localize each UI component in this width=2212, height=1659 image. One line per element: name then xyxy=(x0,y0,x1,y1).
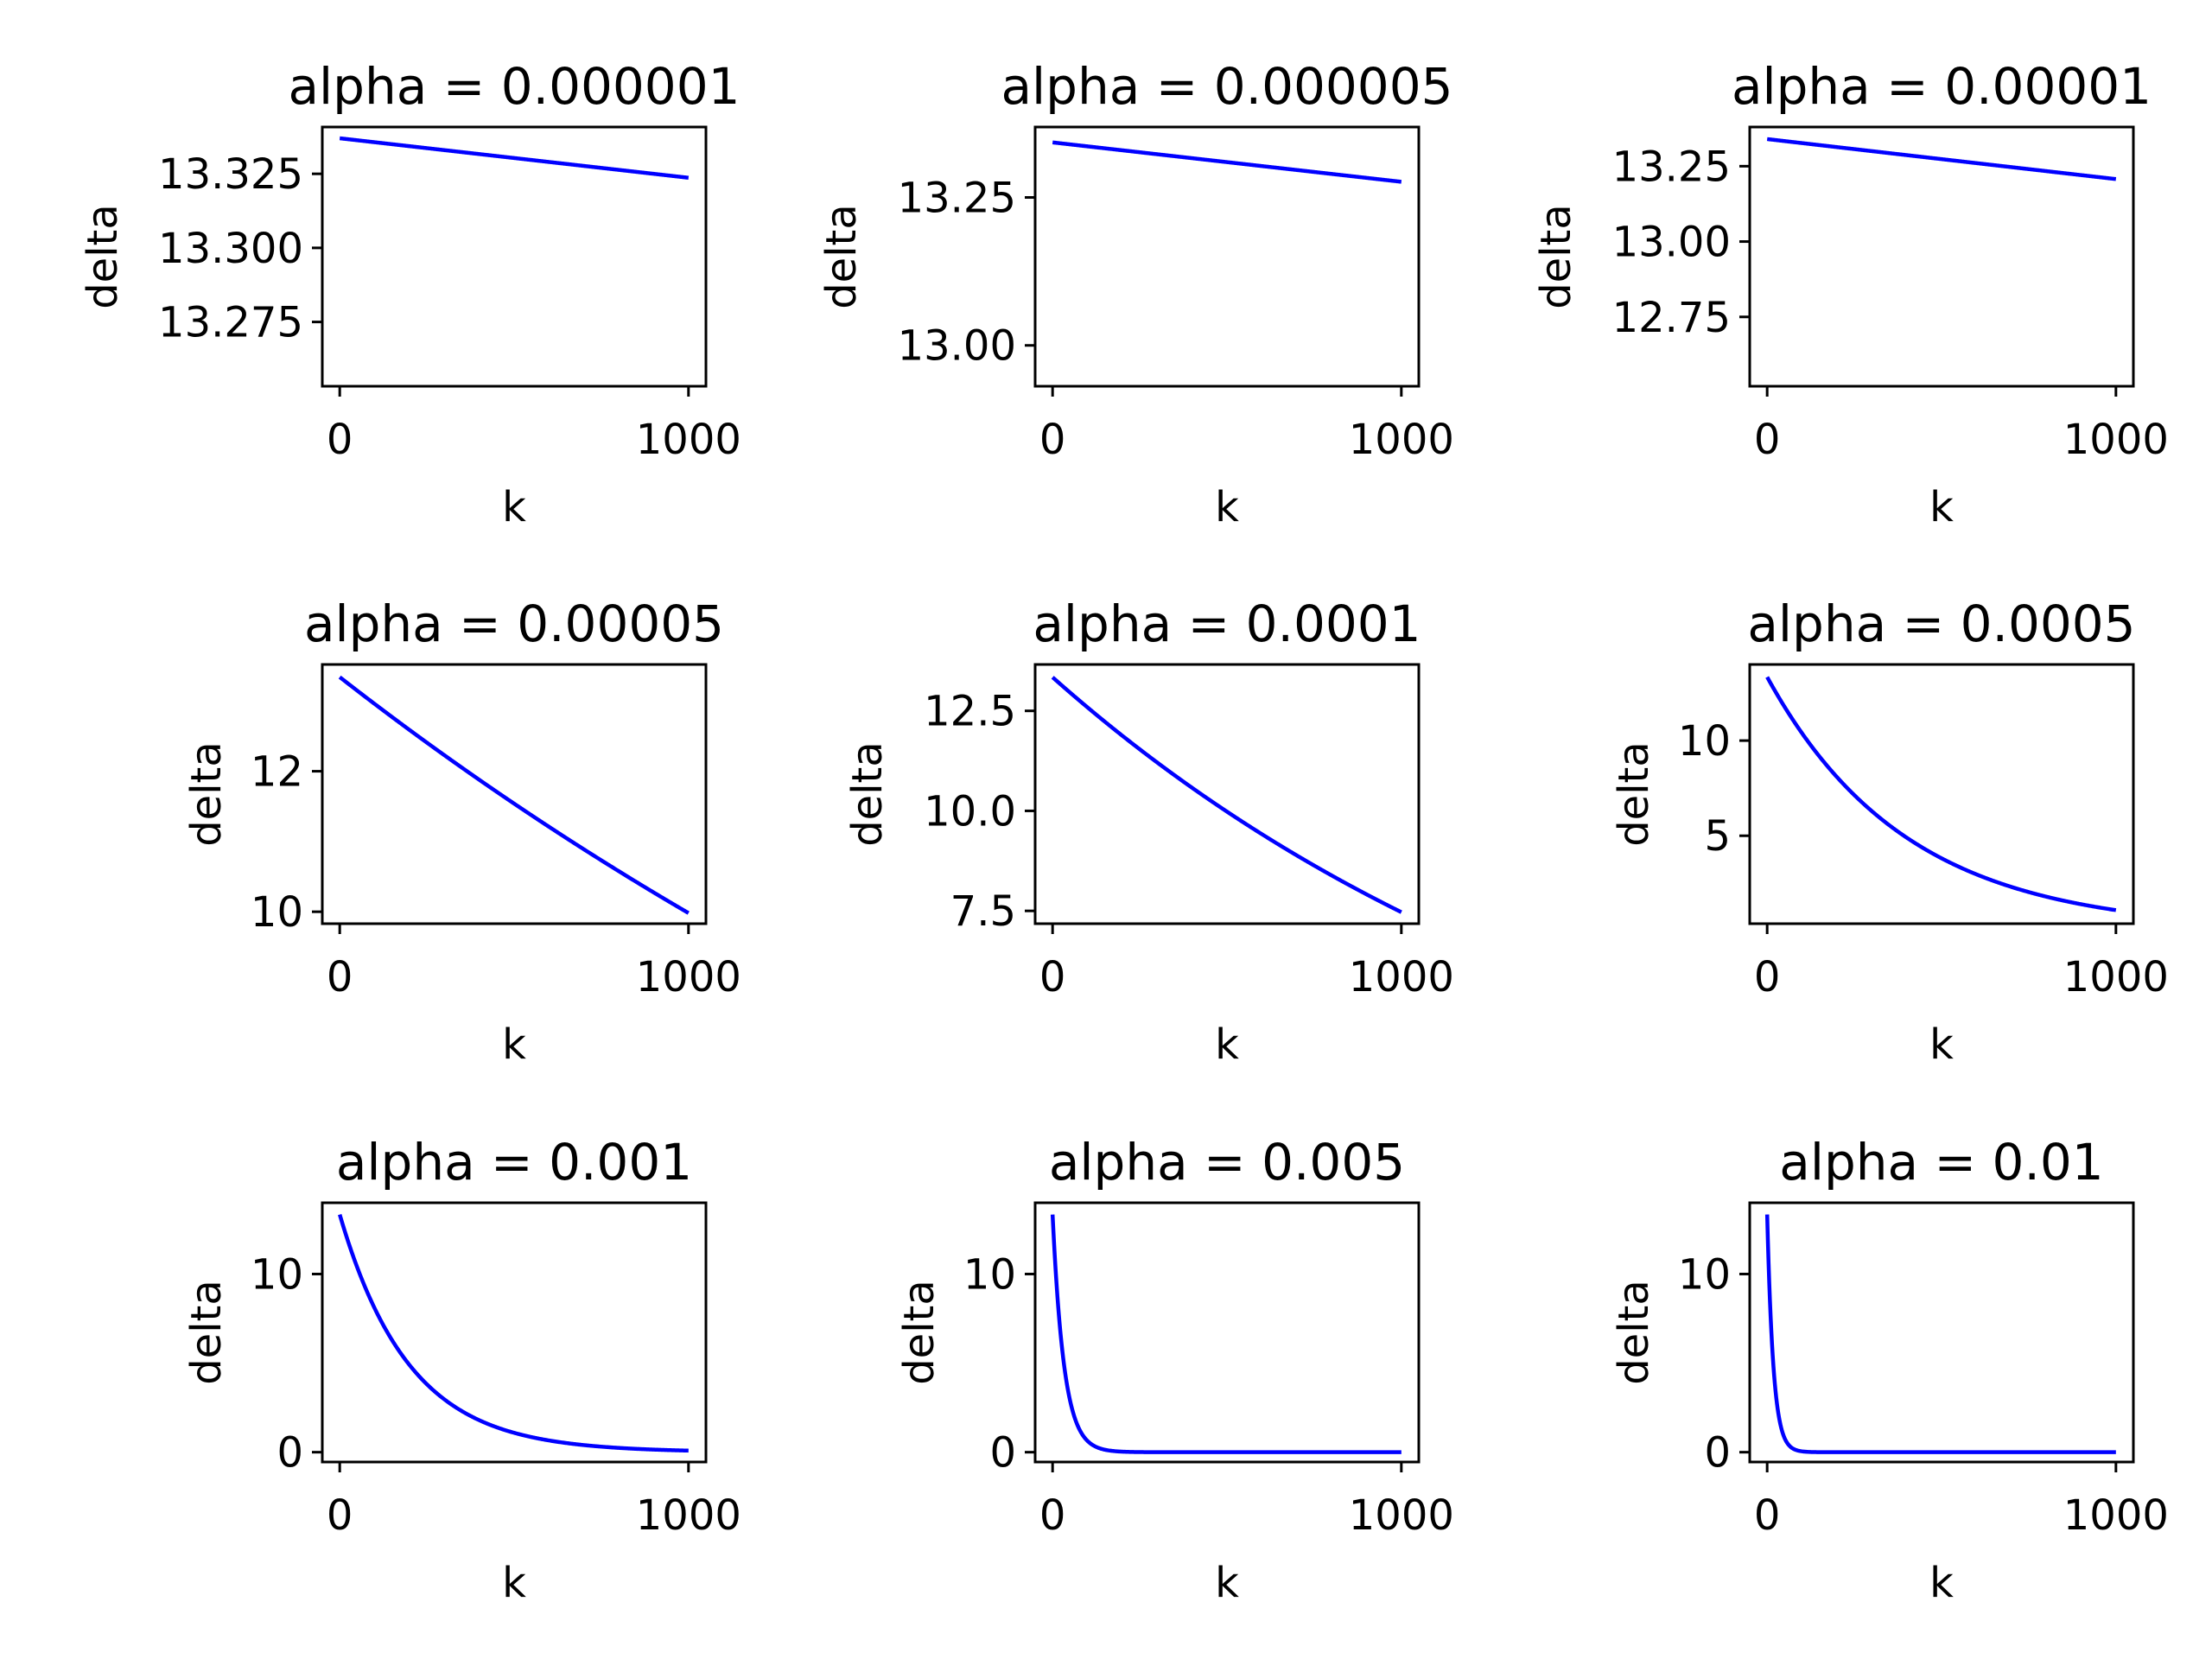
x-tick-label: 1000 xyxy=(2063,953,2169,1001)
x-tick-label: 1000 xyxy=(1349,416,1454,464)
plot-frame xyxy=(321,125,708,388)
chart-title: alpha = 0.001 xyxy=(336,1133,692,1192)
series-line xyxy=(1050,1214,1403,1454)
y-tick-label: 13.275 xyxy=(158,299,303,347)
chart-panel: 0 1000 13.00 13.25 alpha = 0.000005 k delta xyxy=(817,57,1454,531)
chart-panel: 0 1000 0 10 alpha = 0.001 k delta xyxy=(182,1133,741,1607)
x-tick-label: 0 xyxy=(1039,416,1066,464)
x-axis-label: k xyxy=(1215,1559,1239,1607)
chart-panel: 0 1000 0 10 alpha = 0.005 k delta xyxy=(895,1133,1454,1607)
x-tick-label: 1000 xyxy=(1349,953,1454,1001)
chart-title: alpha = 0.00001 xyxy=(1732,57,2152,116)
series-line xyxy=(1765,137,2118,181)
y-axis-label: delta xyxy=(843,741,892,847)
plot-frame xyxy=(1033,1201,1421,1464)
series-line xyxy=(338,1213,690,1453)
series-line xyxy=(1051,676,1403,914)
x-axis-label: k xyxy=(1215,1020,1239,1069)
x-axis-label: k xyxy=(502,483,526,531)
x-tick-label: 0 xyxy=(327,416,353,464)
y-axis-label: delta xyxy=(1610,741,1658,847)
chart-title: alpha = 0.005 xyxy=(1049,1133,1405,1192)
x-tick-label: 1000 xyxy=(636,416,741,464)
plot-frame xyxy=(1748,125,2135,388)
x-tick-label: 1000 xyxy=(2063,416,2169,464)
x-axis-label: k xyxy=(1929,1559,1954,1607)
y-axis-label: delta xyxy=(1610,1280,1658,1385)
x-tick-label: 0 xyxy=(1039,1491,1066,1540)
x-tick-label: 1000 xyxy=(1349,1491,1454,1540)
y-tick-label: 5 xyxy=(1704,812,1731,861)
x-axis-label: k xyxy=(1929,1020,1954,1069)
chart-panel: 0 1000 7.5 10.0 12.5 alpha = 0.0001 k delta xyxy=(843,594,1454,1069)
x-tick-label: 0 xyxy=(1754,953,1781,1001)
y-axis-label: delta xyxy=(1532,204,1580,309)
x-tick-label: 0 xyxy=(327,1491,353,1540)
y-tick-label: 13.00 xyxy=(898,322,1016,371)
x-axis-label: k xyxy=(1929,483,1954,531)
x-axis-label: k xyxy=(502,1559,526,1607)
x-tick-label: 0 xyxy=(1754,416,1781,464)
y-tick-label: 12.5 xyxy=(924,688,1016,736)
x-tick-label: 0 xyxy=(1754,1491,1781,1540)
y-tick-label: 10 xyxy=(963,1250,1016,1299)
chart-title: alpha = 0.0005 xyxy=(1747,594,2135,653)
series-line xyxy=(1765,676,2118,912)
series-line xyxy=(338,675,690,915)
series-line xyxy=(1051,140,1403,184)
plot-frame xyxy=(321,663,708,925)
chart-panel: 0 1000 0 10 alpha = 0.01 k delta xyxy=(1610,1133,2169,1607)
y-tick-label: 10 xyxy=(1678,717,1731,766)
chart-title: alpha = 0.000001 xyxy=(289,57,741,116)
x-tick-label: 1000 xyxy=(2063,1491,2169,1540)
chart-title: alpha = 0.01 xyxy=(1779,1133,2103,1192)
x-tick-label: 0 xyxy=(1039,953,1066,1001)
y-tick-label: 10 xyxy=(251,1250,303,1299)
plot-frame xyxy=(321,1201,708,1464)
chart-title: alpha = 0.00005 xyxy=(304,594,724,653)
y-tick-label: 13.25 xyxy=(1612,143,1731,191)
chart-title: alpha = 0.000005 xyxy=(1001,57,1453,116)
y-tick-label: 13.325 xyxy=(158,150,303,199)
x-tick-label: 1000 xyxy=(636,1491,741,1540)
plot-frame xyxy=(1748,1201,2135,1464)
series-line xyxy=(338,136,690,180)
y-tick-label: 13.300 xyxy=(158,225,303,273)
chart-panel: 0 1000 10 12 alpha = 0.00005 k delta xyxy=(182,594,741,1069)
x-tick-label: 1000 xyxy=(636,953,741,1001)
y-axis-label: delta xyxy=(895,1280,944,1385)
y-tick-label: 10 xyxy=(1678,1250,1731,1299)
x-axis-label: k xyxy=(502,1020,526,1069)
y-tick-label: 7.5 xyxy=(950,887,1016,936)
y-tick-label: 12 xyxy=(251,748,303,797)
y-tick-label: 10.0 xyxy=(924,787,1016,836)
y-tick-label: 0 xyxy=(989,1429,1016,1478)
y-axis-label: delta xyxy=(817,204,866,309)
series-line xyxy=(1764,1214,2118,1454)
plot-frame xyxy=(1033,125,1421,388)
y-tick-label: 0 xyxy=(276,1429,303,1478)
y-tick-label: 13.25 xyxy=(898,175,1016,223)
y-tick-label: 10 xyxy=(251,888,303,937)
plot-frame xyxy=(1748,663,2135,925)
y-tick-label: 0 xyxy=(1704,1429,1731,1478)
y-tick-label: 12.75 xyxy=(1612,294,1731,342)
y-axis-label: delta xyxy=(182,1280,231,1385)
chart-panel: 0 1000 5 10 alpha = 0.0005 k delta xyxy=(1610,594,2169,1069)
y-axis-label: delta xyxy=(79,204,127,309)
y-tick-label: 13.00 xyxy=(1612,219,1731,267)
x-tick-label: 0 xyxy=(327,953,353,1001)
y-axis-label: delta xyxy=(182,741,231,847)
plot-frame xyxy=(1033,663,1421,925)
chart-title: alpha = 0.0001 xyxy=(1033,594,1421,653)
x-axis-label: k xyxy=(1215,483,1239,531)
chart-panel: 0 1000 13.275 13.300 13.325 alpha = 0.000001 k… xyxy=(79,57,741,531)
